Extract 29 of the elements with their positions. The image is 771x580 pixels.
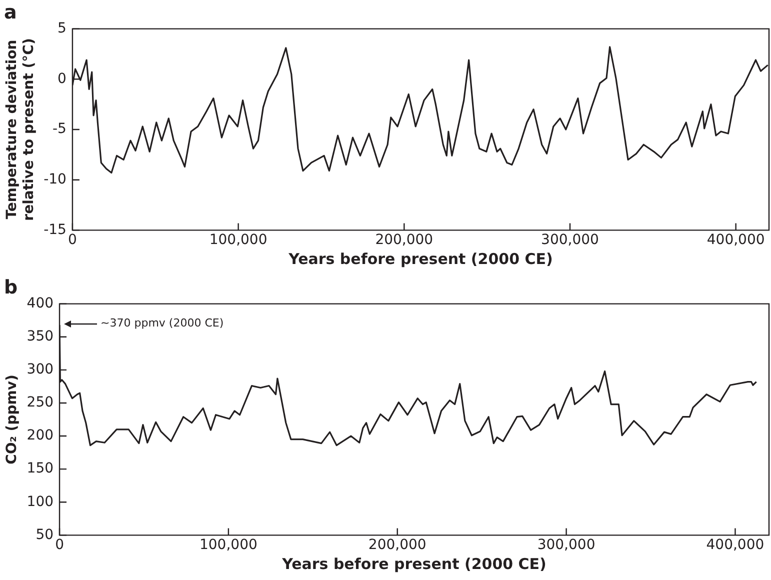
y-tick-label: 300 (26, 362, 54, 378)
y-tick-label: 150 (26, 460, 54, 477)
x-tick-label: 400,000 (706, 232, 765, 248)
x-tick-label: 100,000 (209, 232, 268, 248)
y-tick-label: -15 (44, 222, 66, 238)
y-tick-label: 200 (26, 428, 54, 444)
x-tick-label: 300,000 (537, 537, 596, 554)
chart-title: b (4, 276, 18, 298)
y-tick-label: 50 (36, 526, 54, 543)
chart-title: a (4, 1, 17, 24)
y-tick-label: 5 (58, 20, 66, 36)
x-tick-label: 300,000 (541, 232, 599, 248)
y-tick-label: 400 (26, 295, 54, 312)
y-tick-label: 250 (26, 394, 54, 411)
x-tick-label: 400,000 (706, 537, 764, 554)
x-tick-label: 200,000 (368, 537, 426, 554)
y-tick-label: 0 (58, 70, 66, 87)
y-tick-label: 100 (26, 494, 54, 510)
y-tick-label: -10 (44, 171, 66, 188)
x-tick-label: 100,000 (199, 537, 258, 554)
y-tick-label: -5 (52, 121, 66, 138)
annotation: ~370 ppmv (2000 CE) (100, 316, 224, 330)
y-axis-title: Temperature deviation relative to present (°C) (4, 38, 37, 221)
x-axis-title: Years before present (2000 CE) (288, 250, 553, 268)
y-tick-label: 350 (26, 328, 54, 344)
y-axis-title: CO₂ (ppmv) (4, 374, 20, 464)
x-tick-label: 200,000 (375, 232, 434, 248)
x-axis-title: Years before present (2000 CE) (281, 554, 546, 573)
x-tick-label: 0 (68, 232, 77, 248)
